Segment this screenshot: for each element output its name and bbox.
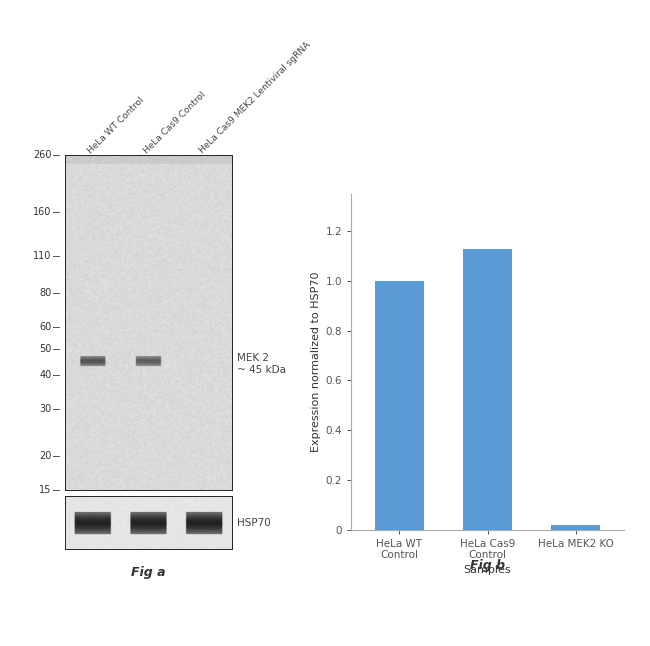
Text: 80: 80: [39, 288, 51, 298]
Y-axis label: Expression normalized to HSP70: Expression normalized to HSP70: [311, 271, 321, 452]
Text: 110: 110: [33, 251, 51, 261]
Text: HeLa WT Control: HeLa WT Control: [86, 95, 146, 155]
Text: 40: 40: [39, 370, 51, 380]
Text: 160: 160: [33, 207, 51, 217]
Text: 15: 15: [39, 485, 51, 495]
Text: HeLa Cas9 MEK2 Lentiviral sgRNA: HeLa Cas9 MEK2 Lentiviral sgRNA: [198, 40, 313, 155]
Text: 60: 60: [39, 322, 51, 332]
Text: 50: 50: [39, 344, 51, 353]
Text: Fig b: Fig b: [470, 559, 505, 572]
Text: HeLa Cas9 Control: HeLa Cas9 Control: [142, 90, 207, 155]
Text: HSP70: HSP70: [237, 518, 271, 528]
Text: 20: 20: [39, 451, 51, 461]
Text: MEK 2
~ 45 kDa: MEK 2 ~ 45 kDa: [237, 353, 286, 375]
Text: Fig a: Fig a: [131, 566, 166, 579]
Text: 260: 260: [33, 150, 51, 160]
Text: 30: 30: [39, 404, 51, 413]
Bar: [551, 525, 600, 530]
X-axis label: Samples: Samples: [463, 565, 512, 574]
Bar: [463, 249, 512, 530]
Bar: [375, 281, 424, 530]
